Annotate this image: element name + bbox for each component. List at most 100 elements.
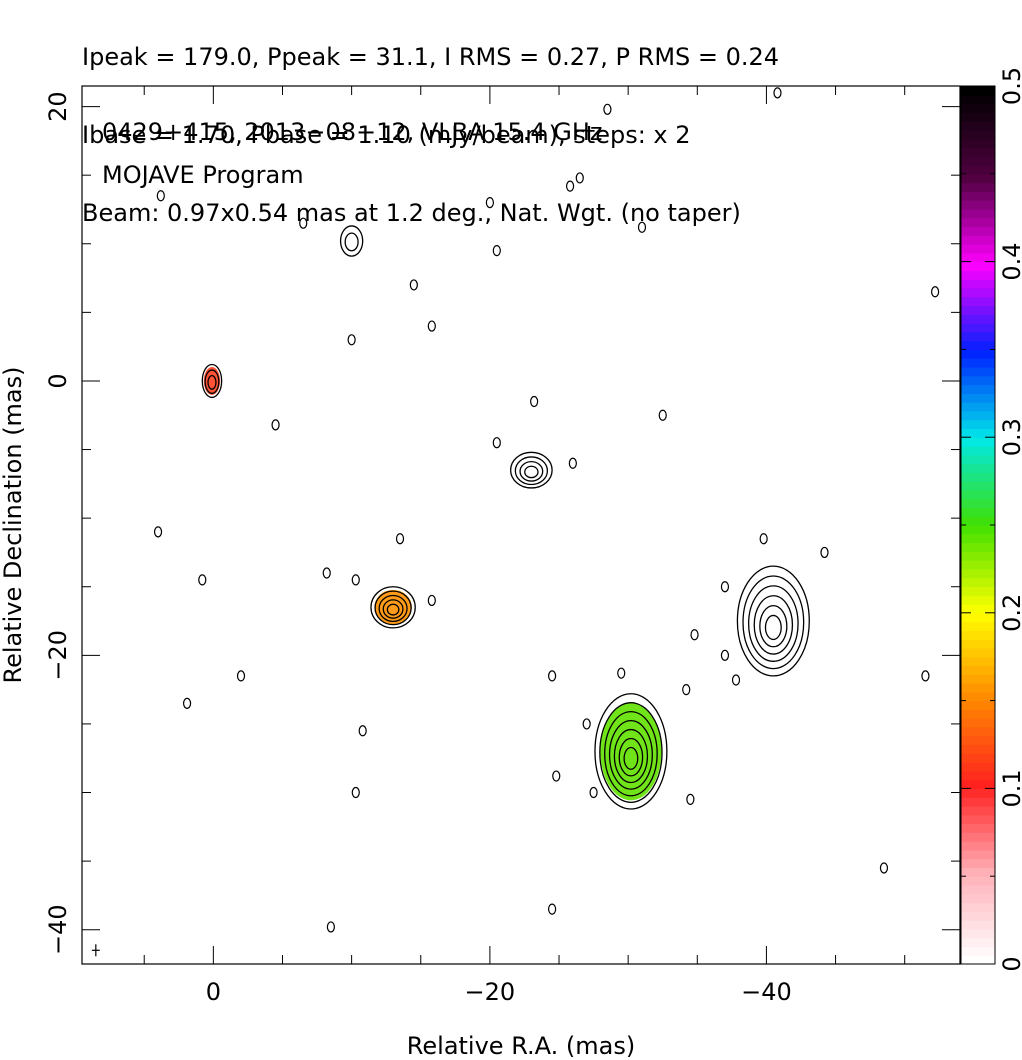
contour-level <box>753 595 794 655</box>
colorbar-segment <box>961 94 995 105</box>
x-tick-labels: 0 −20 −40 <box>206 978 792 1006</box>
colorbar-segment <box>961 182 995 192</box>
noise-contour <box>720 649 730 661</box>
colorbar-segment <box>961 103 995 113</box>
noise-contour <box>565 180 575 192</box>
plot-frame <box>81 85 961 965</box>
noise-contour <box>427 320 436 332</box>
noise-contour <box>530 395 539 408</box>
noise-contour <box>351 574 360 586</box>
map-subtitle: MOJAVE Program <box>102 161 304 189</box>
x-tick-label: −20 <box>465 978 516 1006</box>
colorbar-segment <box>961 323 995 333</box>
contour-level <box>618 737 644 777</box>
contour-level <box>623 746 639 770</box>
colorbar-segment <box>961 173 995 184</box>
contour-level <box>594 693 668 810</box>
colorbar-segment <box>961 955 995 965</box>
contour-level <box>742 575 805 670</box>
colorbar-segment <box>961 876 995 886</box>
noise-contour <box>548 670 557 682</box>
noise-contour <box>182 697 192 709</box>
colorbar-segment <box>961 112 995 122</box>
colorbar-segment <box>961 525 995 535</box>
noise-contour <box>682 684 691 696</box>
noise-contours <box>153 87 940 933</box>
colorbar-segment <box>961 656 995 667</box>
colorbar-segment <box>961 542 995 552</box>
colorbar-segment <box>961 138 995 149</box>
colorbar-segment <box>961 314 995 324</box>
noise-contour <box>637 221 647 233</box>
colorbar-segment <box>961 814 995 825</box>
contour-level <box>747 585 799 662</box>
contour-level <box>519 460 544 482</box>
colorbar-segment <box>961 867 995 877</box>
y-tick-label: 0 <box>44 373 72 388</box>
colorbar-segment <box>961 226 995 236</box>
noise-contour <box>658 409 667 421</box>
colorbar-segment <box>961 841 995 851</box>
colorbar-segment <box>961 410 995 421</box>
colorbar-segment <box>961 419 995 430</box>
contour-level <box>201 363 223 399</box>
colorbar-segment <box>961 937 995 948</box>
colorbar-segment <box>961 217 995 228</box>
colorbar-segment <box>961 700 995 710</box>
colorbar-segment <box>961 911 995 921</box>
colorbar-segment <box>961 709 995 719</box>
noise-contour <box>322 567 331 579</box>
noise-contour <box>921 670 930 682</box>
noise-contour <box>548 903 557 915</box>
colorbar-tick-label: 0.5 <box>998 67 1022 105</box>
colorbar-segment <box>961 568 995 579</box>
colorbar-segment <box>961 191 995 201</box>
noise-contour <box>492 245 501 257</box>
colorbar-segment <box>961 235 995 245</box>
colorbar-segment <box>961 165 995 175</box>
colorbar-segment <box>961 358 995 368</box>
colorbar-segment <box>961 463 995 473</box>
contour-level <box>204 369 220 394</box>
noise-contour <box>552 770 561 782</box>
colorbar-segment <box>961 428 995 438</box>
colorbar-segment <box>961 849 995 860</box>
colorbar-segment <box>961 393 995 403</box>
contour-level <box>386 603 400 616</box>
noise-contour <box>198 574 207 586</box>
colorbar-segment <box>961 261 995 271</box>
colorbar-segment <box>961 744 995 754</box>
colorbar-segment <box>961 507 995 517</box>
colorbar-segment <box>961 454 995 465</box>
y-axis-label: Relative Declination (mas) <box>0 366 27 683</box>
colorbar-segment <box>961 445 995 456</box>
noise-contour <box>617 667 626 679</box>
colorbar-segment <box>961 630 995 640</box>
colorbar-segment <box>961 498 995 509</box>
header-line-1: Ipeak = 179.0, Ppeak = 31.1, I RMS = 0.2… <box>82 43 780 71</box>
noise-contour <box>485 197 494 209</box>
y-tick-label: 20 <box>44 91 72 122</box>
colorbar-segment <box>961 735 995 746</box>
source-C2 <box>594 693 668 810</box>
contour-level <box>339 225 364 257</box>
source-C1 <box>370 586 416 629</box>
header-line-2: Ibase = 1.70, Pbase = 1.10 (mJy/beam), s… <box>82 121 691 149</box>
x-tick-label: −40 <box>741 978 792 1006</box>
contour-level <box>382 599 404 619</box>
colorbar-tick-label: 0.3 <box>998 418 1022 456</box>
colorbar-segment <box>961 472 995 482</box>
colorbar-segment <box>961 402 995 412</box>
contour-level <box>599 702 663 804</box>
noise-contour <box>568 457 577 469</box>
colorbar-segment <box>961 893 995 904</box>
contour-level <box>604 710 658 797</box>
colorbar-segment <box>961 200 995 210</box>
colorbar-segment <box>961 252 995 263</box>
colorbar-segment <box>961 384 995 394</box>
polarization-fill <box>203 366 221 395</box>
noise-contour <box>931 286 940 298</box>
colorbar-segment <box>961 270 995 280</box>
colorbar-segment <box>961 577 995 588</box>
contour-level <box>370 586 416 629</box>
